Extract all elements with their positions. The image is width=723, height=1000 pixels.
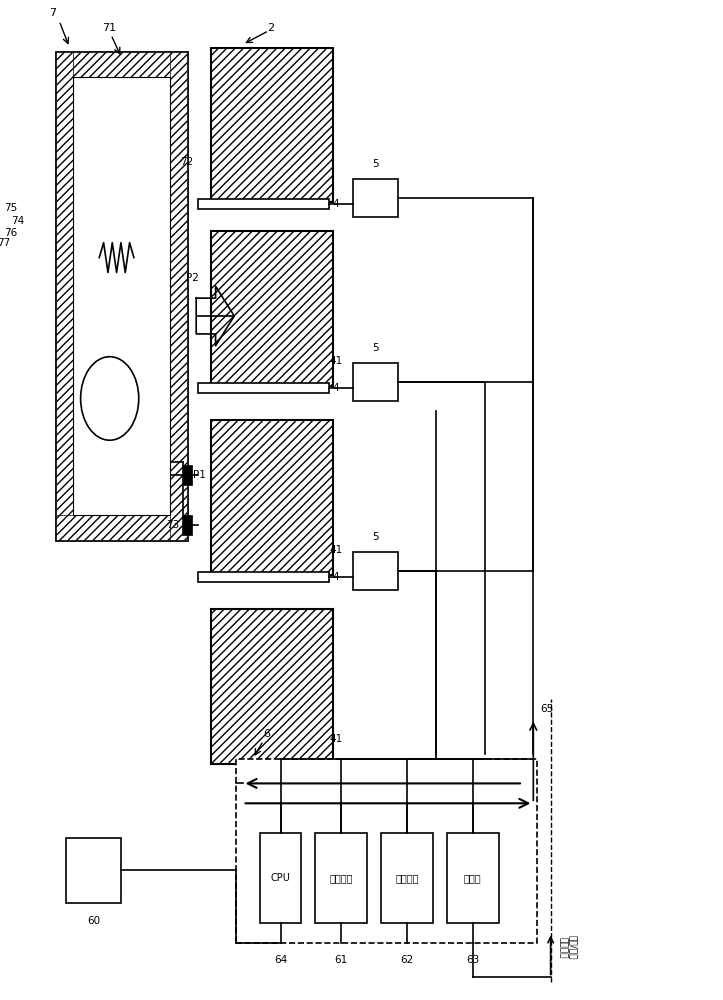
Text: 62: 62 <box>401 955 414 965</box>
Bar <box>56 515 187 540</box>
Bar <box>211 232 333 386</box>
Bar <box>381 833 433 923</box>
Bar <box>183 515 192 535</box>
Text: 76: 76 <box>4 228 17 238</box>
Text: 调整程序: 调整程序 <box>395 873 419 883</box>
Bar <box>56 52 187 540</box>
Text: 63: 63 <box>466 955 479 965</box>
Text: 存储器: 存储器 <box>464 873 482 883</box>
Bar <box>197 383 329 393</box>
Text: 61: 61 <box>335 955 348 965</box>
Text: 41: 41 <box>329 734 343 744</box>
Bar <box>354 552 398 589</box>
Text: 5: 5 <box>372 343 379 353</box>
Text: 6: 6 <box>263 729 270 739</box>
Bar <box>315 833 367 923</box>
Bar <box>260 833 301 923</box>
Bar <box>56 52 187 77</box>
Text: 工艺/调整
模式信号: 工艺/调整 模式信号 <box>558 935 578 960</box>
Text: 77: 77 <box>0 238 10 248</box>
Text: 5: 5 <box>372 532 379 542</box>
Text: 71: 71 <box>102 23 116 33</box>
Text: P1: P1 <box>194 470 206 480</box>
Bar <box>170 52 187 540</box>
Bar <box>211 48 333 202</box>
Bar <box>66 838 121 903</box>
Bar <box>236 759 536 943</box>
Text: 4: 4 <box>333 199 339 209</box>
Bar <box>56 52 73 540</box>
Text: 5: 5 <box>372 159 379 169</box>
Text: 74: 74 <box>11 216 24 226</box>
Text: 75: 75 <box>4 203 17 213</box>
Text: 工艺方案: 工艺方案 <box>330 873 353 883</box>
Text: 64: 64 <box>274 955 287 965</box>
Bar <box>354 363 398 401</box>
Bar <box>211 420 333 575</box>
Bar <box>73 77 170 515</box>
Text: 2: 2 <box>267 23 274 33</box>
Text: 72: 72 <box>180 157 194 167</box>
Text: CPU: CPU <box>270 873 291 883</box>
Text: 4: 4 <box>333 572 339 582</box>
Text: 65: 65 <box>540 704 554 714</box>
Text: 41: 41 <box>329 356 343 366</box>
Text: 4: 4 <box>333 383 339 393</box>
Text: 73: 73 <box>166 520 179 530</box>
Bar <box>354 179 398 217</box>
Bar <box>197 572 329 582</box>
Text: 7: 7 <box>48 8 56 18</box>
Bar <box>211 609 333 764</box>
Text: P2: P2 <box>186 273 199 283</box>
Bar <box>447 833 499 923</box>
Text: 41: 41 <box>329 545 343 555</box>
Bar <box>197 199 329 209</box>
Text: 60: 60 <box>87 916 100 926</box>
Bar <box>183 465 192 485</box>
